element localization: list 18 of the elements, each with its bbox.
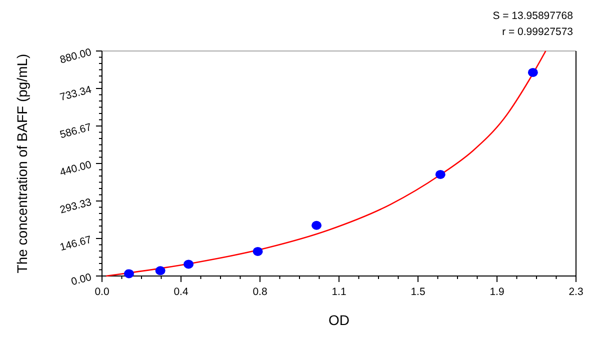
y-tick-label: 0.00 [70,271,93,288]
x-tick-label: 2.3 [568,286,584,298]
x-tick-label: 1.5 [410,286,426,298]
x-tick-label: 1.1 [332,286,346,298]
text: r = 0.99927573 [502,26,574,38]
x-tick-label: 0.4 [174,286,188,298]
y-tick-label: 586.67 [58,121,93,142]
x-tick-label: 0.0 [94,286,110,298]
x-tick-label: 0.8 [252,286,268,298]
y-tick-label: 146.67 [58,234,93,254]
y-tick-label: 440.00 [58,158,93,179]
x-tick-label: 1.9 [490,286,504,298]
y-tick-label: 733.34 [58,84,93,104]
y-tick-label: 880.00 [58,46,93,66]
text: S = 13.95897768 [492,10,574,22]
y-tick-label: 293.33 [58,196,93,216]
y-axis-title: The concentration of BAFF (pg/mL) [14,54,30,274]
x-axis-title: OD [328,312,350,328]
